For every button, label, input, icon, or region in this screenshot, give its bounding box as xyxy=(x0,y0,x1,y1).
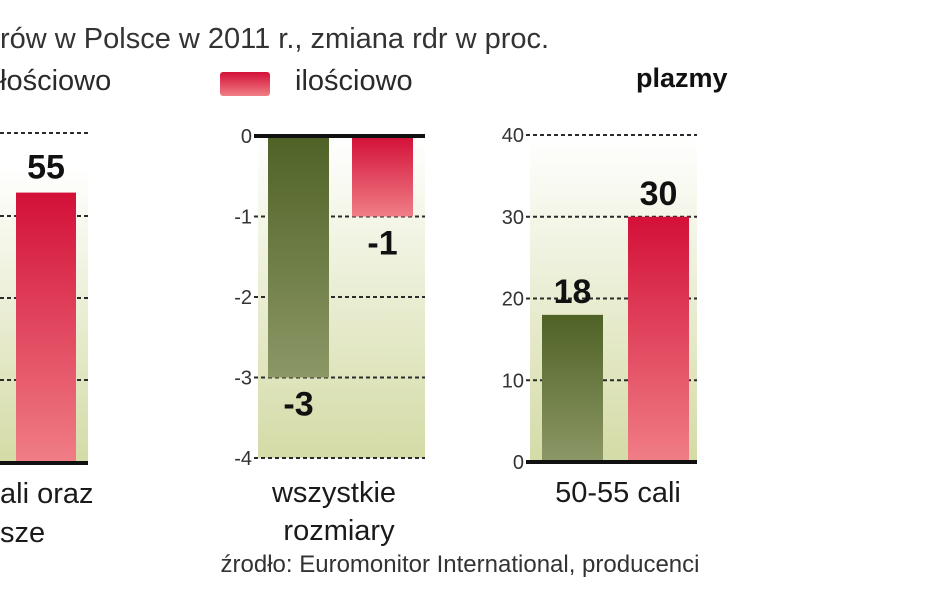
legend-label-1: ilościowo xyxy=(295,65,413,97)
tick-label-2-1: 30 xyxy=(502,207,524,229)
data-label-1-0: -3 xyxy=(283,386,313,424)
category-label-1-line-1: rozmiary xyxy=(283,515,395,547)
tick-label-1-2: -2 xyxy=(234,287,252,309)
tick-label-2-3: 10 xyxy=(502,370,524,392)
bar-0-0 xyxy=(16,192,76,464)
category-label-2-line-0: 50-55 cali xyxy=(555,477,681,509)
bar-1-1 xyxy=(352,136,413,217)
category-labels: ali oraz sze wszystkie rozmiary 50-55 ca… xyxy=(0,477,681,549)
tick-label-1-0: 0 xyxy=(241,126,252,148)
tick-label-1-1: -1 xyxy=(234,207,252,229)
data-label-2-1: 30 xyxy=(640,175,678,213)
legend: łościowo ilościowo xyxy=(0,65,413,97)
tick-label-2-2: 20 xyxy=(502,289,524,311)
data-label-1-1: -1 xyxy=(367,225,397,263)
chart-title: rów w Polsce w 2011 r., zmiana rdr w pro… xyxy=(0,23,549,55)
tick-label-1-4: -4 xyxy=(234,448,252,470)
tick-label-1-3: -3 xyxy=(234,368,252,390)
legend-swatch-1 xyxy=(220,72,270,96)
tick-label-2-4: 0 xyxy=(513,452,524,474)
bar-1-0 xyxy=(268,136,329,378)
panel-title-2: plazmy xyxy=(636,63,728,93)
source-note: źrodło: Euromonitor International, produ… xyxy=(221,551,700,578)
bar-2-0 xyxy=(542,314,603,462)
data-label-2-0: 18 xyxy=(554,273,592,311)
category-label-0-line-1: sze xyxy=(0,517,45,549)
category-label-0-line-0: ali oraz xyxy=(0,478,94,510)
legend-label-0: łościowo xyxy=(0,65,111,97)
data-label-0-0: 55 xyxy=(27,149,65,187)
category-label-1-line-0: wszystkie xyxy=(271,477,396,509)
tick-label-2-0: 40 xyxy=(502,125,524,147)
bar-2-1 xyxy=(628,216,689,462)
